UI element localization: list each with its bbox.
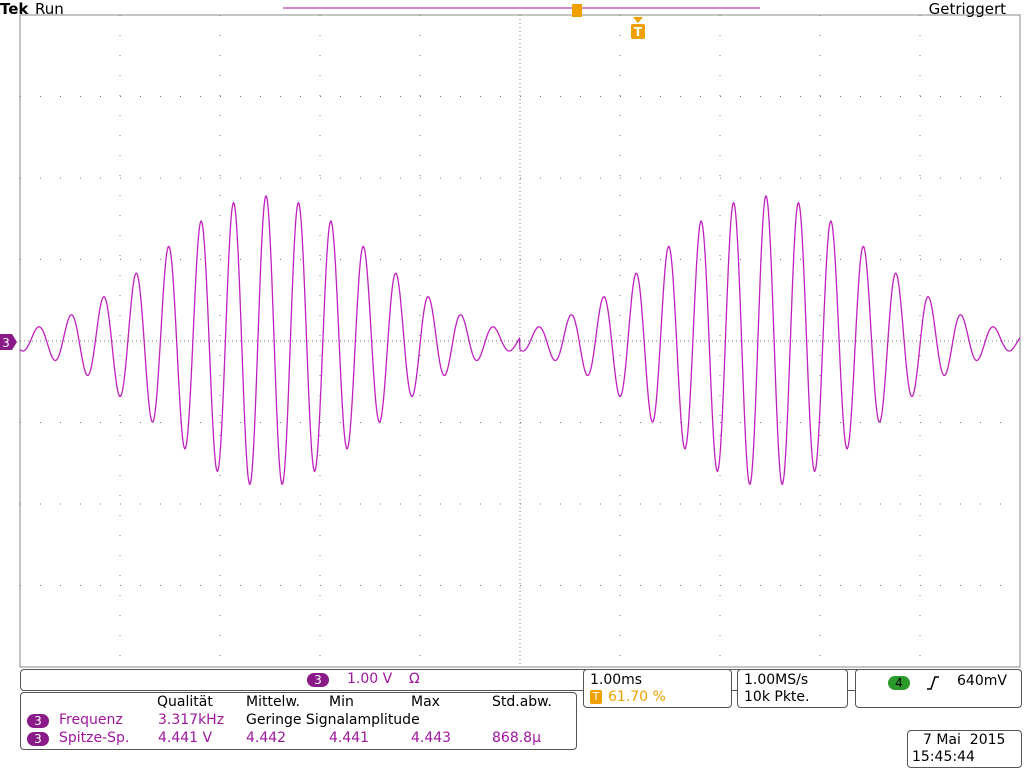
- header: Max: [411, 694, 440, 710]
- sample-rate: 1.00MS/s: [744, 672, 809, 688]
- trigger-arrow: [633, 17, 643, 23]
- brand: Tek: [0, 0, 29, 18]
- row-value: 4.441 V: [158, 730, 213, 746]
- trigger-level: 640mV: [957, 673, 1007, 689]
- trigger-box: 4 640mV: [855, 669, 1022, 708]
- horizontal-trigger-icon: T: [590, 690, 602, 704]
- row-std: 868.8µ: [492, 730, 541, 746]
- waveform: [19, 194, 1021, 485]
- trigger-state: Getriggert: [928, 0, 1006, 18]
- time: 15:45:44: [912, 749, 975, 765]
- row-name: Frequenz: [59, 712, 123, 728]
- run-state: Run: [35, 0, 64, 18]
- channel-marker: 3: [2, 336, 10, 350]
- row-channel: 3: [27, 732, 49, 746]
- row-channel: 3: [27, 714, 49, 728]
- vertical-channel: 3: [307, 673, 329, 687]
- row-mean: 4.442: [246, 730, 287, 746]
- date: 7 Mai 2015: [923, 732, 1006, 748]
- vertical-scale: 1.00 V: [347, 671, 393, 687]
- horizontal-position: 61.70 %: [608, 689, 666, 705]
- record-length: 10k Pkte.: [744, 689, 810, 705]
- header: Mittelw.: [246, 694, 301, 710]
- row-min: 4.441: [329, 730, 370, 746]
- row-value: 3.317kHz: [158, 712, 225, 728]
- header: Qualität: [157, 694, 213, 710]
- acquisition-box: 1.00MS/s 10k Pkte.: [737, 669, 848, 708]
- trigger-icon-box: [631, 24, 645, 39]
- slope-icon: [927, 676, 939, 690]
- header: Std.abw.: [492, 694, 552, 710]
- trigger-pos-marker: [572, 4, 582, 17]
- row-max: 4.443: [411, 730, 452, 746]
- row-name: Spitze-Sp.: [59, 730, 130, 746]
- horizontal-scale: 1.00ms: [590, 672, 643, 688]
- vertical-coupling: Ω: [409, 671, 420, 687]
- measurement-box: Qualität Mittelw. Min Max Std.abw. 3 Fre…: [20, 692, 577, 750]
- trigger-icon: T: [634, 25, 643, 39]
- horizontal-box: 1.00ms T 61.70 %: [583, 669, 732, 708]
- channel-marker-shape: [0, 334, 17, 350]
- header: Min: [329, 694, 354, 710]
- trigger-channel: 4: [888, 676, 910, 690]
- row-note: Geringe Signalamplitude: [246, 712, 420, 728]
- clock-box: 7 Mai 2015 15:45:44: [907, 730, 1022, 768]
